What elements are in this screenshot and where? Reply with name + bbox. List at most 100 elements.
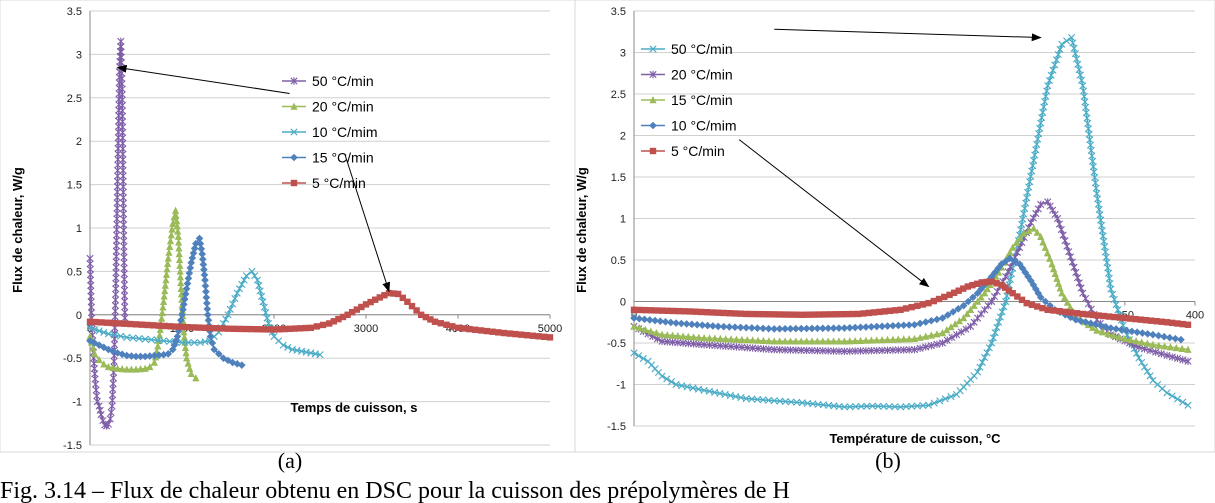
data-point — [1098, 328, 1107, 336]
data-point — [1149, 330, 1157, 339]
data-point — [180, 333, 188, 341]
data-point — [86, 318, 94, 325]
data-point — [1163, 389, 1171, 397]
data-point — [759, 324, 767, 333]
data-point — [1006, 275, 1014, 283]
data-point — [1063, 37, 1071, 45]
data-point — [1066, 303, 1074, 311]
data-point — [905, 321, 913, 329]
data-point — [705, 334, 714, 342]
data-point — [89, 344, 97, 352]
data-point — [693, 320, 701, 329]
data-point — [695, 333, 703, 341]
y-tick-label: -0.5 — [607, 338, 626, 350]
data-point — [960, 285, 967, 292]
chart-b-xlabel: Température de cuisson, °C — [829, 431, 1001, 446]
data-point — [736, 323, 745, 332]
data-point — [1003, 292, 1011, 300]
data-point — [1105, 313, 1113, 320]
data-point — [978, 358, 986, 366]
data-point — [91, 349, 99, 358]
data-point — [1143, 367, 1151, 375]
data-point — [1135, 354, 1143, 362]
data-point — [276, 326, 283, 333]
data-point — [1138, 329, 1147, 337]
data-point — [950, 289, 958, 296]
data-point — [874, 402, 882, 410]
data-point — [385, 289, 393, 297]
data-point — [824, 337, 832, 345]
data-point — [173, 332, 182, 341]
data-point — [1146, 346, 1154, 355]
data-point — [731, 310, 739, 317]
data-point — [184, 274, 193, 283]
data-point — [1023, 299, 1030, 307]
data-point — [1041, 243, 1049, 251]
data-point — [132, 321, 140, 328]
data-point — [109, 319, 117, 327]
data-point — [95, 402, 103, 410]
data-point — [208, 339, 217, 347]
data-point — [251, 272, 259, 280]
y-tick-label: 3 — [76, 49, 82, 61]
data-point — [787, 311, 795, 318]
data-point — [201, 276, 209, 284]
data-point — [466, 325, 473, 333]
data-point — [1084, 311, 1092, 318]
data-point — [902, 305, 910, 312]
data-point — [1014, 293, 1021, 300]
legend-label: 50 °C/min — [312, 73, 374, 89]
data-point — [933, 315, 941, 324]
data-point — [1076, 317, 1085, 325]
data-point — [96, 406, 104, 414]
data-point — [969, 293, 977, 302]
data-point — [156, 331, 164, 339]
data-point — [1045, 76, 1054, 85]
data-point — [195, 234, 204, 243]
data-point — [941, 293, 948, 301]
y-tick-label: 1.5 — [611, 172, 626, 184]
data-point — [698, 321, 707, 329]
data-point — [946, 291, 953, 299]
data-point — [1100, 312, 1108, 320]
data-point — [1016, 234, 1024, 242]
data-point — [851, 336, 859, 345]
legend-label: 20 °C/min — [671, 67, 733, 83]
data-point — [974, 297, 982, 305]
data-point — [1063, 298, 1071, 306]
x-tick-label: 400 — [1186, 310, 1204, 322]
data-point — [1179, 398, 1187, 406]
chart-a-legend: 50 °C/min 20 °C/min 10 °C/mim 15 °C/min 5 °C… — [282, 73, 378, 191]
data-point — [916, 333, 924, 341]
data-point — [642, 306, 649, 314]
data-point — [1046, 254, 1054, 262]
data-point — [677, 319, 686, 328]
data-point — [174, 227, 182, 235]
data-point — [668, 331, 677, 339]
data-point — [167, 323, 174, 330]
data-point — [991, 268, 999, 277]
data-point — [855, 310, 862, 318]
data-point — [962, 325, 970, 333]
data-point — [689, 384, 697, 392]
data-point — [793, 398, 801, 406]
data-point — [203, 299, 211, 308]
data-point — [215, 350, 223, 358]
data-point — [1030, 224, 1038, 232]
data-point — [692, 308, 699, 315]
data-point — [198, 255, 207, 264]
data-point — [863, 402, 871, 410]
data-point — [824, 324, 832, 333]
subfigure-label-b: (b) — [875, 448, 901, 473]
data-point — [933, 330, 941, 338]
data-point — [1047, 71, 1055, 79]
data-point — [307, 324, 314, 332]
data-point — [184, 323, 191, 331]
data-point — [868, 402, 877, 410]
y-tick-label: 2.5 — [611, 89, 626, 101]
data-point — [630, 349, 638, 357]
data-point — [913, 402, 921, 410]
data-point — [231, 294, 239, 303]
data-point — [174, 232, 182, 240]
data-point — [653, 307, 660, 314]
